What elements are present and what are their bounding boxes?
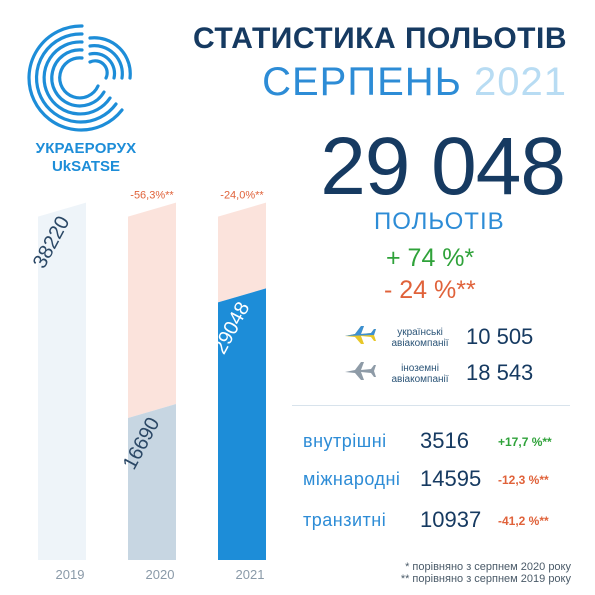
bar-2021-gap <box>218 202 266 303</box>
brand-name-en: UkSATSE <box>51 158 121 175</box>
airline-ua-value: 10 505 <box>466 324 534 349</box>
period-title: СЕРПЕНЬ 2021 <box>262 60 567 105</box>
period-year: 2021 <box>474 60 567 104</box>
category-international-label: міжнародні <box>303 469 401 489</box>
category-transit-change: -41,2 %** <box>498 514 549 528</box>
airline-foreign-label: іноземні авіакомпанії <box>380 363 460 385</box>
change-vs-2019: - 24 %** <box>384 276 476 304</box>
period-month: СЕРПЕНЬ <box>262 60 462 104</box>
change-vs-2020: + 74 %* <box>386 244 475 272</box>
change-label-2021: -24,0%** <box>220 190 264 202</box>
brand-name-ua: УКРАЕРОРУХ <box>35 140 137 157</box>
plane-ua-icon <box>345 326 376 344</box>
airline-ua-label: українські авіакомпанії <box>380 327 460 349</box>
section-divider <box>292 405 570 406</box>
airline-ua-label-line1: українські <box>397 327 443 338</box>
total-flights-value: 29 048 <box>320 121 566 212</box>
x-label-2021: 2021 <box>235 567 265 582</box>
uksatse-logo <box>27 24 132 132</box>
plane-foreign-icon <box>345 362 376 380</box>
category-domestic-change: +17,7 %** <box>498 435 552 449</box>
page-title: СТАТИСТИКА ПОЛЬОТІВ <box>192 22 567 55</box>
yearly-flights-chart: 38220-56,3%**16690-24,0%**29048 <box>29 190 266 560</box>
airline-foreign-value: 18 543 <box>466 360 534 385</box>
bar-2021 <box>218 288 266 560</box>
airline-foreign-label-line1: іноземні <box>401 363 439 374</box>
footnote-2020: * порівняно з серпнем 2020 року <box>405 561 571 573</box>
airline-foreign-label-line2: авіакомпанії <box>391 374 449 385</box>
bar-2019 <box>38 202 86 560</box>
category-international-change: -12,3 %** <box>498 473 549 487</box>
x-label-2020: 2020 <box>145 567 175 582</box>
change-label-2020: -56,3%** <box>130 190 174 202</box>
total-flights-unit: ПОЛЬОТІВ <box>374 208 505 235</box>
x-label-2019: 2019 <box>55 567 85 582</box>
category-transit-label: транзитні <box>303 510 387 530</box>
bar-2020 <box>128 403 176 560</box>
footnote-2019: ** порівняно з серпнем 2019 року <box>400 573 571 585</box>
bar-2020-gap <box>128 202 176 418</box>
category-transit-value: 10937 <box>420 507 482 532</box>
category-international-value: 14595 <box>420 466 482 491</box>
category-domestic-label: внутрішні <box>303 431 387 451</box>
category-domestic-value: 3516 <box>420 428 469 453</box>
airline-ua-label-line2: авіакомпанії <box>391 338 449 349</box>
